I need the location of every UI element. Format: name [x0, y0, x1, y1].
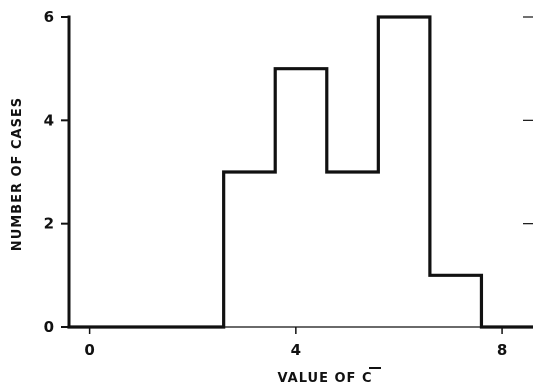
- y-tick-label: 6: [44, 8, 54, 26]
- x-tick-label: 0: [84, 341, 94, 359]
- y-tick-label: 2: [44, 215, 54, 233]
- y-tick-label: 4: [44, 111, 54, 129]
- x-axis-ticks: 0 4 8: [84, 327, 507, 359]
- histogram-bin: [430, 275, 482, 327]
- histogram-bin: [224, 172, 276, 327]
- y-axis-title: NUMBER OF CASES: [10, 97, 25, 251]
- y-axis-ticks: 0 2 4 6: [44, 8, 533, 336]
- x-tick-label: 4: [291, 341, 301, 359]
- histogram-bin: [275, 69, 327, 327]
- histogram-bin: [378, 17, 430, 327]
- histogram-outline: [67, 15, 533, 329]
- histogram-bin: [327, 172, 379, 327]
- x-tick-label: 8: [497, 341, 507, 359]
- y-tick-label: 0: [44, 318, 54, 336]
- x-axis-title: VALUE OF C: [277, 371, 372, 386]
- x-axis-title-text: VALUE OF C: [277, 371, 372, 386]
- histogram-bins: [224, 17, 482, 327]
